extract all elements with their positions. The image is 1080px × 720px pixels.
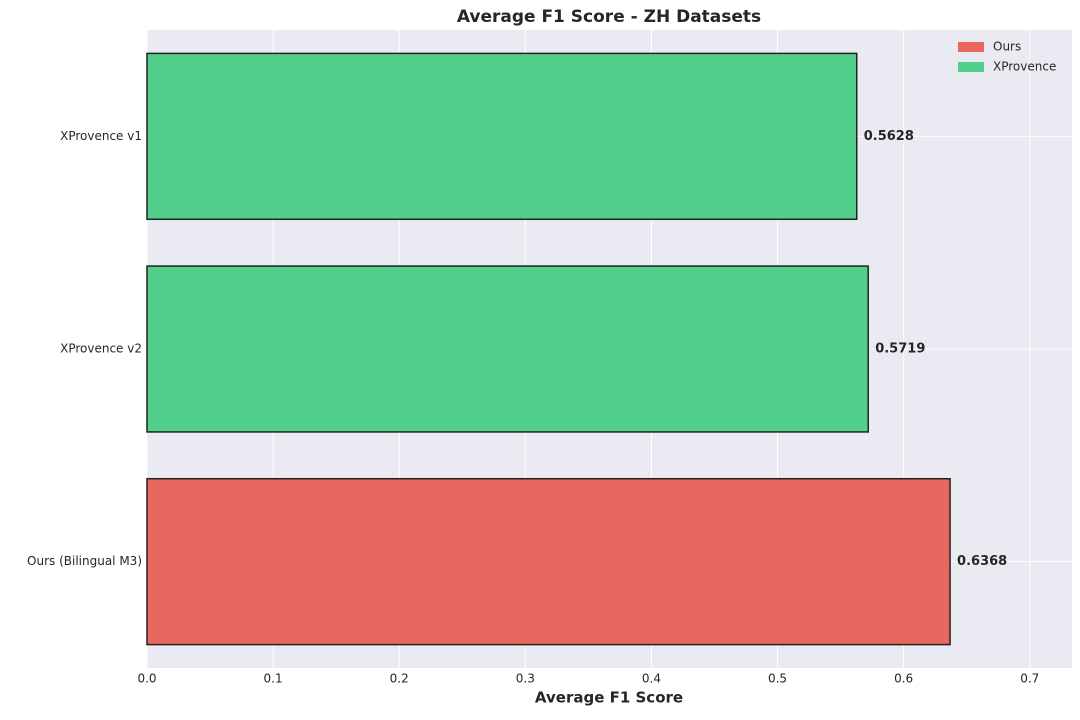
chart-title: Average F1 Score - ZH Datasets <box>457 7 761 27</box>
y-tick-label: XProvence v2 <box>60 342 142 356</box>
x-tick-label: 0.6 <box>894 672 913 686</box>
legend-label: XProvence <box>993 60 1056 74</box>
bar <box>146 265 869 433</box>
x-tick-label: 0.7 <box>1020 672 1039 686</box>
x-tick-label: 0.0 <box>137 672 156 686</box>
legend-label: Ours <box>993 40 1021 54</box>
bar <box>146 477 951 646</box>
x-tick-label: 0.5 <box>768 672 787 686</box>
bar <box>146 52 858 221</box>
value-label: 0.5719 <box>875 342 925 357</box>
y-tick-label: XProvence v1 <box>60 129 142 143</box>
x-tick-label: 0.2 <box>390 672 409 686</box>
x-tick-label: 0.4 <box>642 672 661 686</box>
value-label: 0.6368 <box>957 554 1007 569</box>
x-tick-label: 0.1 <box>264 672 283 686</box>
legend-swatch <box>958 42 984 52</box>
legend-swatch <box>958 62 984 72</box>
x-tick-label: 0.3 <box>516 672 535 686</box>
value-label: 0.5628 <box>864 129 914 144</box>
y-tick-label: Ours (Bilingual M3) <box>27 554 142 568</box>
x-axis-label: Average F1 Score <box>535 689 683 707</box>
